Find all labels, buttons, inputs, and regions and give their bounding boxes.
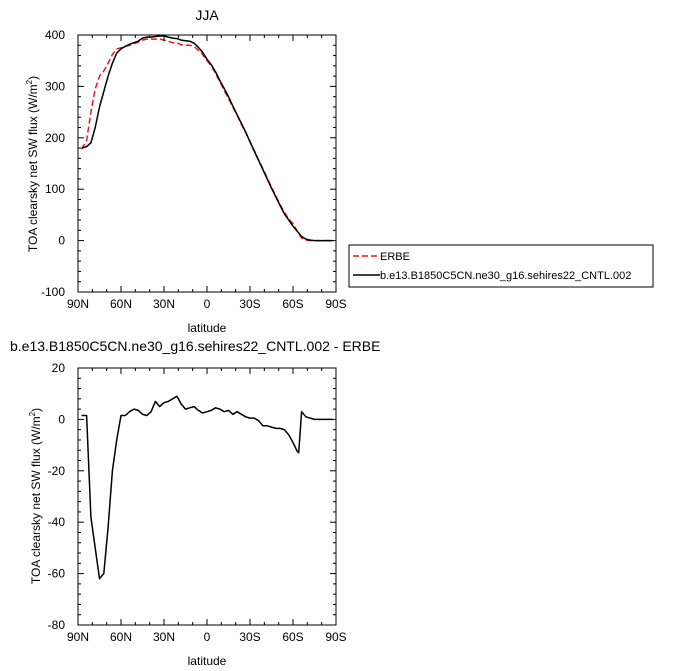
top-panel: JJA 90N 60N 30N 0 30S 60S 90S -100 0 100 200 300 400… bbox=[25, 7, 654, 335]
bottom-y-tick-label: -60 bbox=[48, 567, 66, 581]
top-y-tick-label: 300 bbox=[45, 79, 65, 93]
bottom-x-tick-label: 0 bbox=[204, 630, 211, 644]
top-x-tick-label: 30S bbox=[239, 297, 260, 311]
bottom-x-tick-label: 30S bbox=[239, 630, 260, 644]
top-y-axis-label-close: ) bbox=[26, 76, 40, 80]
bottom-x-tick-label: 90N bbox=[67, 630, 89, 644]
bottom-y-axis-label-close: ) bbox=[29, 408, 43, 412]
top-y-axis-label: TOA clearsky net SW flux (W/m2) bbox=[25, 76, 40, 252]
bottom-plot-frame bbox=[77, 367, 337, 626]
top-y-tick-label: 100 bbox=[45, 182, 65, 196]
bottom-x-tick-label: 90S bbox=[325, 630, 346, 644]
bottom-x-tick-label: 30N bbox=[153, 630, 175, 644]
bottom-y-axis-label-sup: 2 bbox=[28, 411, 37, 416]
top-series-line-2 bbox=[81, 35, 333, 242]
bottom-y-tick-label: -40 bbox=[48, 515, 66, 529]
legend-label-model: b.e13.B1850C5CN.ne30_g16.sehires22_CNTL.… bbox=[380, 270, 631, 282]
top-y-axis-label-main: TOA clearsky net SW flux (W/m bbox=[26, 84, 40, 252]
legend-box bbox=[348, 244, 654, 288]
bottom-y-tick-label: -80 bbox=[48, 618, 66, 632]
bottom-plot-area: 90N 60N 30N 0 30S 60S 90S -80 -60 -40 -20 0 20 bbox=[48, 361, 347, 644]
top-plot-frame bbox=[77, 34, 337, 293]
top-y-tick-label: 200 bbox=[45, 131, 65, 145]
top-x-tick-label: 0 bbox=[204, 297, 211, 311]
top-x-tick-label: 30N bbox=[153, 297, 175, 311]
top-series-line-1 bbox=[80, 38, 333, 242]
bottom-x-tick-label: 60N bbox=[110, 630, 132, 644]
bottom-y-tick-label: -20 bbox=[48, 464, 66, 478]
top-y-tick-label: 0 bbox=[58, 234, 65, 248]
legend-label-erbe: ERBE bbox=[380, 251, 410, 263]
top-x-tick-label: 90S bbox=[325, 297, 346, 311]
bottom-y-axis-label-main: TOA clearsky net SW flux (W/m bbox=[29, 416, 43, 584]
bottom-chart-title: b.e13.B1850C5CN.ne30_g16.sehires22_CNTL.… bbox=[10, 338, 380, 354]
bottom-y-tick-label: 20 bbox=[52, 361, 66, 375]
bottom-x-axis-label: latitude bbox=[188, 654, 227, 668]
top-y-tick-label: -100 bbox=[41, 285, 65, 299]
top-y-axis-label-sup: 2 bbox=[25, 79, 34, 84]
top-y-tick-label: 400 bbox=[45, 28, 65, 42]
top-x-tick-label: 90N bbox=[67, 297, 89, 311]
top-chart-title: JJA bbox=[195, 7, 219, 23]
bottom-x-tick-label: 60S bbox=[282, 630, 303, 644]
bottom-series-line-1 bbox=[81, 395, 333, 580]
bottom-y-axis-label: TOA clearsky net SW flux (W/m2) bbox=[28, 408, 43, 584]
top-plot-area: 90N 60N 30N 0 30S 60S 90S -100 0 100 200 300 400 bbox=[41, 28, 347, 311]
bottom-panel: b.e13.B1850C5CN.ne30_g16.sehires22_CNTL.… bbox=[10, 338, 380, 668]
bottom-y-tick-label: 0 bbox=[58, 412, 65, 426]
legend: ERBE b.e13.B1850C5CN.ne30_g16.sehires22_… bbox=[348, 244, 654, 288]
top-x-axis-label: latitude bbox=[188, 321, 227, 335]
top-x-tick-label: 60S bbox=[282, 297, 303, 311]
top-x-tick-label: 60N bbox=[110, 297, 132, 311]
